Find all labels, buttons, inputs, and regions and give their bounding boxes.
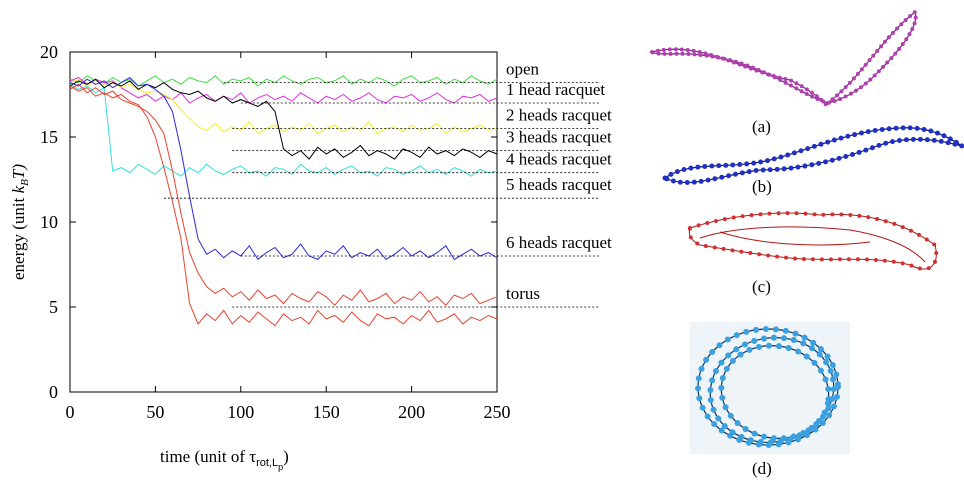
x-tick-label: 100 xyxy=(227,402,254,422)
x-tick-label: 150 xyxy=(313,402,340,422)
y-tick-label: 0 xyxy=(49,382,58,402)
annotation-label: 4 heads racquet xyxy=(506,150,612,169)
x-tick-label: 200 xyxy=(398,402,425,422)
x-tick-label: 0 xyxy=(66,402,75,422)
annotation-label: 2 heads racquet xyxy=(506,106,612,125)
series-line xyxy=(69,78,498,160)
series-line xyxy=(69,76,498,261)
y-tick-label: 10 xyxy=(40,212,58,232)
y-axis-label: energy (unit kBT) xyxy=(9,164,31,280)
annotation-label: 6 heads racquet xyxy=(506,233,612,252)
panel-a: (a) xyxy=(650,8,918,136)
y-tick-label: 20 xyxy=(40,42,58,62)
panel-label: (c) xyxy=(752,277,771,296)
panel-label: (d) xyxy=(752,459,772,478)
annotation-label: 5 heads racquet xyxy=(506,175,612,194)
annotation-label: 1 head racquet xyxy=(506,80,605,99)
annotation-label: torus xyxy=(506,284,540,303)
y-tick-label: 15 xyxy=(40,127,58,147)
panel-c: (c) xyxy=(687,211,939,296)
x-tick-label: 50 xyxy=(146,402,164,422)
x-axis-label: time (unit of τrot,Lp) xyxy=(160,447,289,472)
panel-label: (a) xyxy=(752,117,771,136)
series-line xyxy=(69,83,498,177)
panel-b: (b) xyxy=(660,125,964,196)
x-tick-label: 250 xyxy=(484,402,511,422)
annotation-label: open xyxy=(506,60,540,79)
series-line xyxy=(69,75,498,87)
series-line xyxy=(69,76,498,104)
panel-d: (d) xyxy=(690,322,850,478)
y-tick-label: 5 xyxy=(49,297,58,317)
series-line xyxy=(69,78,498,135)
panel-label: (b) xyxy=(752,177,772,196)
series-line xyxy=(69,85,498,327)
annotation-label: 3 heads racquet xyxy=(506,128,612,147)
series-line xyxy=(69,83,498,307)
